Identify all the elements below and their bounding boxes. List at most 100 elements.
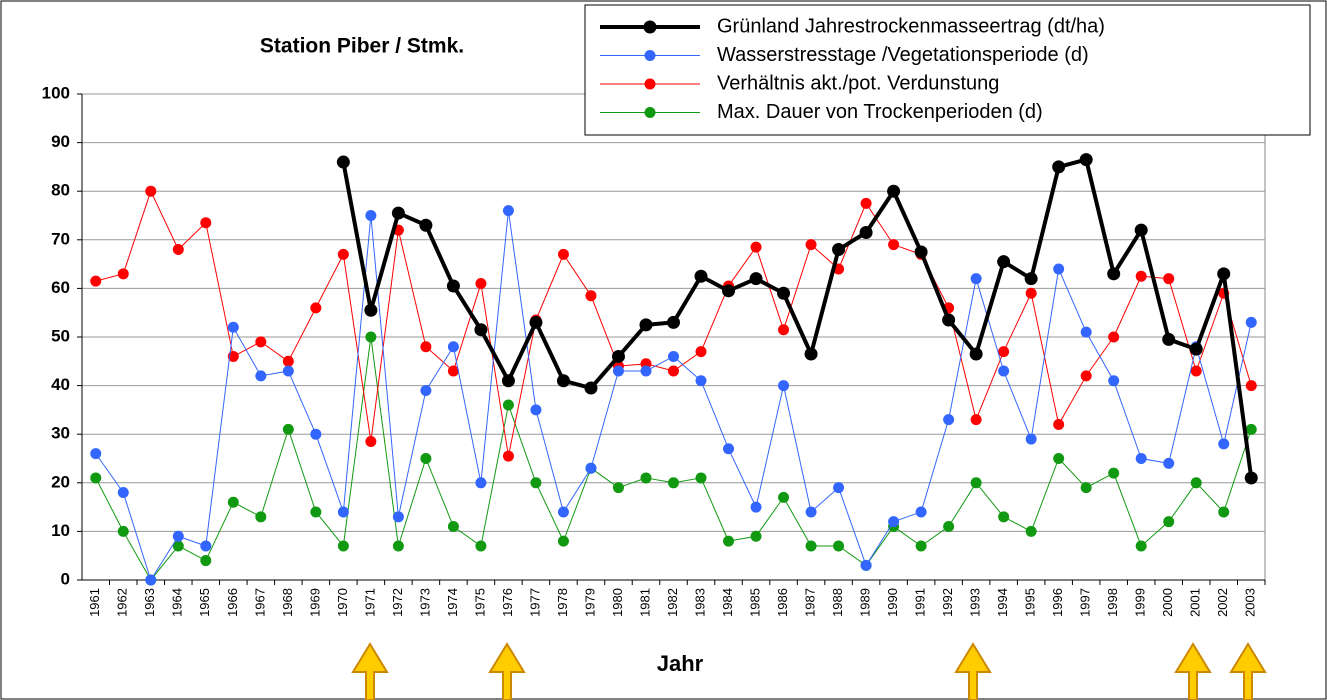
data-point (365, 331, 377, 343)
data-point (723, 443, 735, 455)
legend-marker (644, 107, 656, 118)
x-tick-label: 1991 (913, 588, 928, 617)
x-tick-label: 1985 (747, 588, 762, 617)
data-point (888, 239, 900, 251)
x-tick-label: 1971 (362, 588, 377, 617)
x-tick-label: 1969 (307, 588, 322, 617)
data-point (117, 268, 129, 280)
data-point (694, 269, 708, 283)
x-tick-label: 1974 (445, 588, 460, 617)
chart-title: Station Piber / Stmk. (260, 35, 464, 58)
legend-box (584, 4, 1311, 136)
data-point (1190, 477, 1202, 489)
data-point (1053, 263, 1065, 275)
data-point (391, 206, 405, 220)
data-point (557, 506, 569, 518)
data-point (750, 530, 762, 542)
data-point (172, 530, 184, 542)
data-point (969, 347, 983, 361)
data-point (1190, 365, 1202, 377)
data-point (475, 540, 487, 552)
y-tick-label: 10 (51, 521, 70, 540)
y-tick-label: 20 (51, 472, 70, 491)
data-point (1189, 342, 1203, 356)
data-point (970, 477, 982, 489)
legend-label: Wasserstresstage /Vegetationsperiode (d) (717, 44, 1089, 66)
data-point (145, 185, 157, 197)
data-point (90, 448, 102, 460)
data-point (640, 365, 652, 377)
data-point (1053, 418, 1065, 430)
data-point (1079, 153, 1093, 167)
arrow (954, 642, 992, 700)
legend-label: Verhältnis akt./pot. Verdunstung (717, 72, 999, 94)
data-point (1162, 332, 1176, 346)
data-point (1245, 316, 1257, 328)
x-tick-label: 1973 (417, 588, 432, 617)
data-point (860, 197, 872, 209)
data-point (475, 477, 487, 489)
data-point (282, 365, 294, 377)
data-point (722, 284, 736, 298)
data-point (585, 462, 597, 474)
x-tick-label: 1970 (335, 588, 350, 617)
data-point (337, 506, 349, 518)
data-point (1024, 272, 1038, 286)
data-point (723, 535, 735, 547)
data-point (557, 535, 569, 547)
data-point (915, 540, 927, 552)
data-point (833, 482, 845, 494)
data-point (750, 501, 762, 513)
data-point (998, 365, 1010, 377)
legend-marker (644, 50, 656, 61)
data-point (556, 374, 570, 388)
data-point (860, 559, 872, 571)
data-point (282, 423, 294, 435)
x-tick-label: 1987 (802, 588, 817, 617)
data-point (172, 540, 184, 552)
x-tick-label: 2003 (1243, 588, 1258, 617)
data-point (145, 574, 157, 586)
y-tick-label: 0 (61, 569, 70, 588)
data-point (1052, 160, 1066, 174)
x-tick-label: 1992 (940, 588, 955, 617)
data-point (392, 540, 404, 552)
data-point (777, 286, 791, 300)
data-point (172, 244, 184, 256)
arrows (351, 642, 1267, 700)
data-point (1135, 270, 1147, 282)
data-point (887, 184, 901, 198)
data-point (446, 279, 460, 293)
data-point (310, 428, 322, 440)
data-point (255, 511, 267, 523)
x-tick-label: 1994 (995, 588, 1010, 617)
data-point (667, 315, 680, 329)
data-point (420, 384, 432, 396)
data-point (1080, 326, 1092, 338)
x-tick-label: 1982 (665, 588, 680, 617)
x-tick-label: 1977 (527, 588, 542, 617)
x-tick-label: 1961 (87, 588, 102, 617)
data-point (611, 349, 625, 363)
data-point (557, 248, 569, 260)
data-point (888, 516, 900, 528)
arrow (1174, 642, 1212, 700)
data-point (859, 226, 873, 240)
data-point (530, 404, 542, 416)
y-tick-label: 70 (51, 229, 70, 248)
data-point (778, 491, 790, 503)
x-tick-label: 1963 (142, 588, 157, 617)
data-point (392, 511, 404, 523)
x-tick-label: 1997 (1078, 588, 1093, 617)
data-point (227, 496, 239, 508)
data-point (805, 239, 817, 251)
data-point (447, 365, 459, 377)
data-point (805, 506, 817, 518)
data-point (639, 318, 653, 332)
data-point (1218, 438, 1230, 450)
x-tick-label: 1975 (472, 588, 487, 617)
x-tick-label: 1962 (115, 588, 130, 617)
data-point (1108, 331, 1120, 343)
data-point (584, 381, 598, 395)
data-point (530, 477, 542, 489)
